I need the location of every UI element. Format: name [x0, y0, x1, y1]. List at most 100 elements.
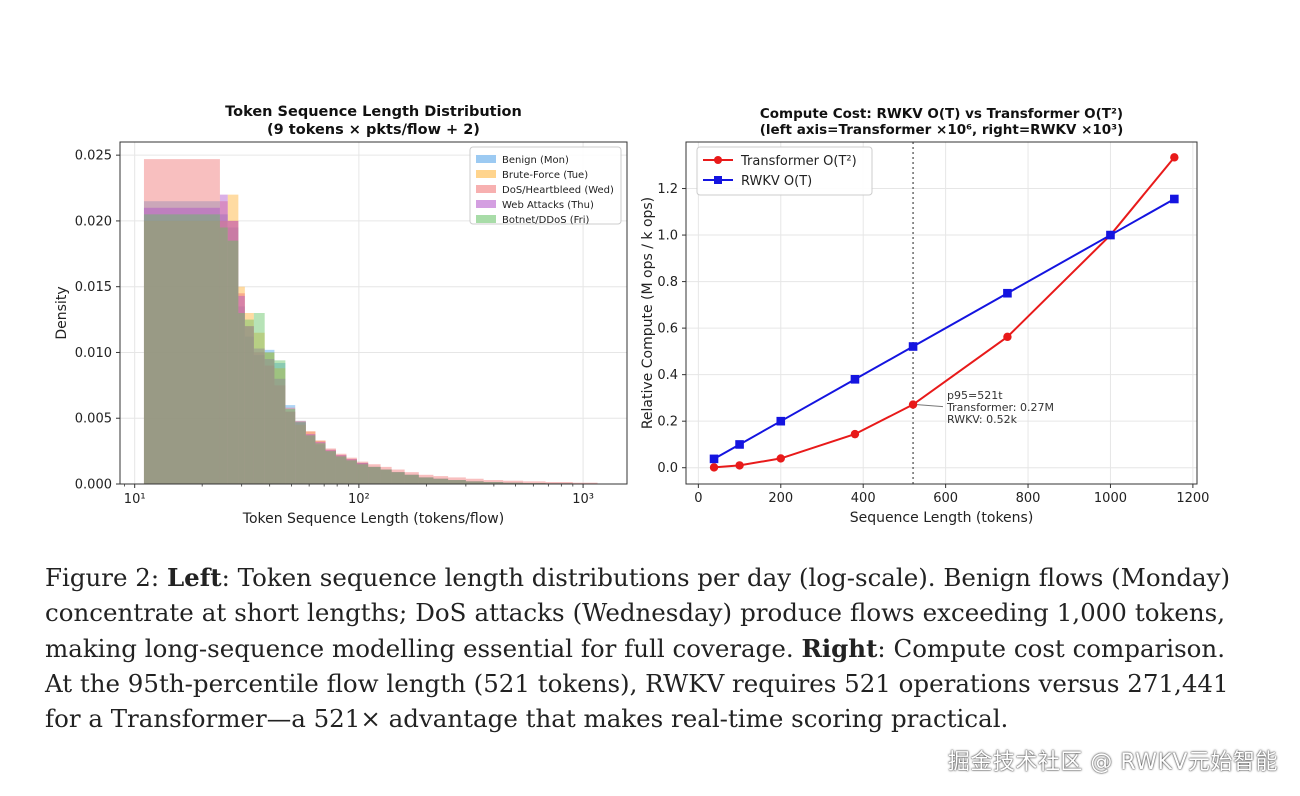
- y-axis-label: Density: [54, 286, 70, 339]
- histogram-bar: [448, 480, 466, 484]
- legend-swatch: [476, 170, 496, 178]
- data-point: [1106, 231, 1115, 240]
- x-tick-label: 200: [768, 491, 793, 506]
- x-axis-label: Sequence Length (tokens): [850, 510, 1034, 526]
- figure-caption: Figure 2: Left: Token sequence length di…: [45, 560, 1225, 736]
- x-tick-label: 0: [694, 491, 702, 506]
- y-tick-label: 1.2: [657, 182, 678, 197]
- caption-text: Figure 2:: [45, 563, 167, 592]
- caption-line: concentrate at short lengths; DoS attack…: [45, 595, 1225, 630]
- chart-subtitle: (9 tokens × pkts/flow + 2): [267, 122, 480, 138]
- caption-text: concentrate at short lengths; DoS attack…: [45, 598, 1225, 627]
- histogram-bar: [419, 477, 434, 484]
- legend: Benign (Mon) Brute-Force (Tue) DoS/Heartbl…: [470, 147, 621, 226]
- histogram-bar: [381, 470, 392, 484]
- x-tick-label: 1200: [1176, 491, 1209, 506]
- legend-label: Transformer O(T²): [740, 154, 857, 169]
- histogram-bar: [392, 472, 405, 484]
- histogram-bar: [228, 241, 239, 484]
- caption-text: : Compute cost comparison.: [877, 634, 1225, 663]
- legend-label: DoS/Heartbleed (Wed): [502, 185, 614, 196]
- legend-label: Benign (Mon): [502, 155, 569, 166]
- y-tick-label: 0.025: [75, 149, 112, 164]
- x-tick-label: 10²: [348, 492, 370, 507]
- histogram-bar: [357, 464, 368, 484]
- histogram-bar: [306, 435, 316, 484]
- x-tick-label: 10¹: [124, 492, 146, 507]
- histogram-bar: [315, 443, 325, 484]
- y-tick-label: 0.010: [75, 346, 112, 361]
- y-tick-label: 0.4: [657, 368, 678, 383]
- data-point: [851, 375, 860, 384]
- histogram-bar: [238, 313, 244, 484]
- data-point: [1003, 333, 1011, 341]
- x-axis-label: Token Sequence Length (tokens/flow): [242, 511, 504, 527]
- data-point: [909, 400, 917, 408]
- y-tick-label: 0.005: [75, 412, 112, 427]
- caption-line: Figure 2: Left: Token sequence length di…: [45, 560, 1225, 595]
- histogram-bar: [336, 456, 347, 484]
- data-point: [776, 417, 785, 426]
- caption-bold: Left: [167, 563, 222, 592]
- y-tick-label: 0.015: [75, 280, 112, 295]
- chart-title: Token Sequence Length Distribution: [225, 104, 522, 120]
- y-tick-label: 0.020: [75, 214, 112, 229]
- histogram-bar: [433, 479, 448, 484]
- compute-cost-chart: 0 200 400 600 800 1000 1200 0.0 0.2 0.4 0.6 0.8 1.0 1…: [640, 106, 1209, 526]
- legend-label: RWKV O(T): [741, 174, 812, 189]
- caption-text: making long-sequence modelling essential…: [45, 634, 801, 663]
- data-point: [710, 455, 719, 464]
- histogram-bar: [368, 467, 380, 484]
- data-point: [735, 461, 743, 469]
- y-tick-label: 0.8: [657, 275, 678, 290]
- histogram-series: [144, 214, 598, 484]
- legend-label: Web Attacks (Thu): [502, 200, 594, 211]
- legend-swatch: [476, 185, 496, 193]
- legend-label: Brute-Force (Tue): [502, 170, 588, 181]
- histogram-bar: [346, 460, 356, 484]
- y-tick-label: 0.6: [657, 322, 678, 337]
- legend-marker: [714, 176, 722, 184]
- caption-text: At the 95th-percentile flow length (521 …: [45, 669, 1229, 698]
- y-tick-label: 0.000: [75, 478, 112, 493]
- histogram-bar: [285, 409, 295, 484]
- y-tick-label: 0.0: [657, 461, 678, 476]
- histogram-bar: [254, 313, 265, 484]
- data-point: [777, 454, 785, 462]
- data-point: [1003, 289, 1012, 298]
- data-point: [851, 430, 859, 438]
- watermark: 掘金技术社区 @ RWKV元始智能: [948, 744, 1278, 776]
- data-point: [1170, 195, 1179, 204]
- caption-bold: Right: [801, 634, 877, 663]
- legend-swatch: [476, 215, 496, 223]
- legend-label: Botnet/DDoS (Fri): [502, 215, 590, 226]
- caption-text: for a Transformer—a 521× advantage that …: [45, 704, 1008, 733]
- histogram-bar: [245, 320, 254, 484]
- data-point: [710, 463, 718, 471]
- annotation-arrow: [917, 405, 943, 407]
- histogram-bar: [274, 360, 285, 484]
- y-tick-label: 1.0: [657, 229, 678, 244]
- x-tick-label: 600: [933, 491, 958, 506]
- histogram-bar: [265, 352, 275, 484]
- legend-swatch: [476, 200, 496, 208]
- histogram-chart: 10¹ 10² 10³ 0.000 0.005 0.010 0.015 0.020 0.025 T…: [54, 104, 627, 527]
- legend: Transformer O(T²) RWKV O(T): [697, 147, 872, 195]
- legend-swatch: [476, 155, 496, 163]
- x-tick-label: 1000: [1094, 491, 1127, 506]
- data-point: [735, 440, 744, 449]
- caption-line: At the 95th-percentile flow length (521 …: [45, 666, 1225, 701]
- annotation-text: RWKV: 0.52k: [947, 413, 1018, 426]
- y-axis-label: Relative Compute (M ops / k ops): [640, 197, 656, 429]
- data-point: [909, 342, 918, 351]
- histogram-bar: [326, 451, 336, 484]
- x-tick-label: 800: [1016, 491, 1041, 506]
- histogram-bar: [405, 475, 419, 484]
- chart-subtitle: (left axis=Transformer ×10⁶, right=RWKV …: [760, 122, 1124, 138]
- x-tick-label: 400: [851, 491, 876, 506]
- caption-line: for a Transformer—a 521× advantage that …: [45, 701, 1225, 736]
- caption-line: making long-sequence modelling essential…: [45, 631, 1225, 666]
- histogram-bar: [220, 228, 228, 485]
- caption-text: : Token sequence length distributions pe…: [222, 563, 1230, 592]
- histogram-bar: [144, 214, 220, 484]
